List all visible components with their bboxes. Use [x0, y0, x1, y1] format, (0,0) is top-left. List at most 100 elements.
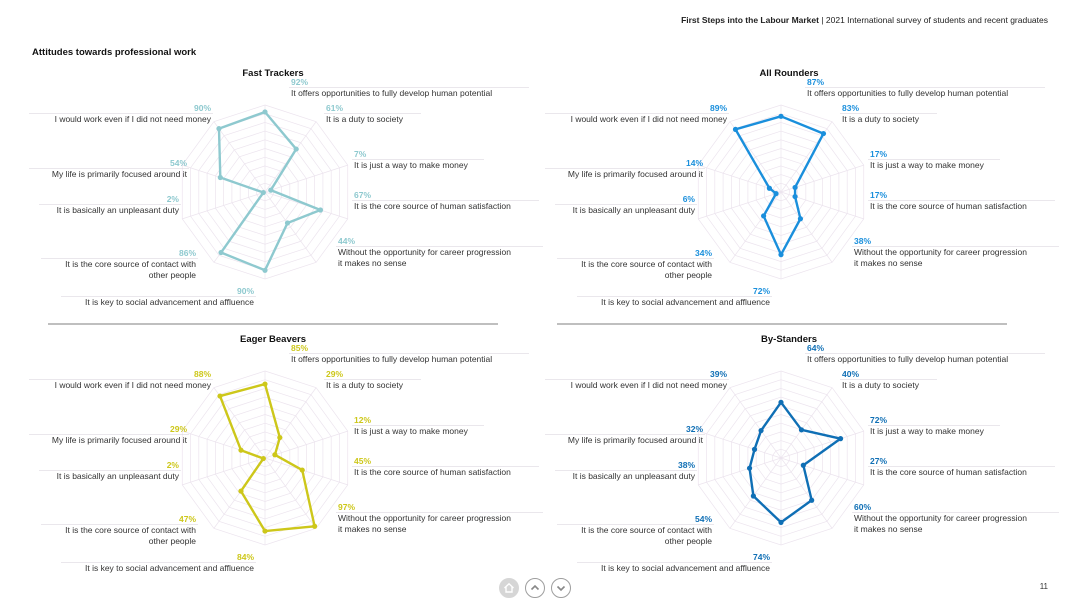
axis-label: it makes no sense — [338, 524, 407, 534]
data-point — [800, 462, 806, 468]
axis-label: It is just a way to make money — [354, 426, 469, 436]
value-label: 34% — [695, 248, 712, 258]
axis-label: It is basically an unpleasant duty — [573, 471, 696, 481]
data-point — [284, 220, 291, 226]
value-label: 61% — [326, 103, 343, 113]
axis-label: It is a duty to society — [842, 114, 920, 124]
grid-spoke — [264, 430, 348, 459]
data-point — [262, 528, 268, 534]
grid-spoke — [729, 457, 782, 529]
value-label: 29% — [326, 369, 343, 379]
axis-label: other people — [149, 270, 197, 280]
value-label: 74% — [753, 552, 770, 562]
value-label: 97% — [338, 502, 355, 512]
previous-page-button[interactable] — [525, 578, 545, 598]
axis-label: It is the core source of contact with — [581, 525, 712, 535]
value-label: 39% — [710, 369, 727, 379]
value-label: 2% — [167, 460, 180, 470]
axis-label: It is basically an unpleasant duty — [573, 205, 696, 215]
grid-spoke — [264, 164, 348, 193]
value-label: 38% — [854, 236, 871, 246]
chart-title: All Rounders — [759, 68, 818, 79]
data-point — [798, 427, 805, 433]
axis-label: Without the opportunity for career progr… — [338, 513, 511, 523]
data-point — [277, 434, 283, 441]
grid-spoke — [729, 387, 782, 459]
grid-spoke — [182, 457, 266, 486]
grid-spoke — [264, 457, 317, 529]
axis-label: It is the core source of human satisfact… — [870, 201, 1027, 211]
value-label: 72% — [753, 286, 770, 296]
axis-label: it makes no sense — [854, 258, 923, 268]
value-label: 87% — [807, 77, 824, 87]
grid-spoke — [264, 457, 348, 486]
next-page-button[interactable] — [551, 578, 571, 598]
data-point — [732, 126, 739, 132]
value-label: 92% — [291, 77, 308, 87]
data-point — [746, 465, 753, 471]
home-button[interactable] — [499, 578, 519, 598]
axis-label: Without the opportunity for career progr… — [338, 247, 511, 257]
chart-title: Fast Trackers — [242, 68, 303, 79]
value-label: 6% — [683, 194, 696, 204]
data-point — [238, 447, 244, 453]
value-label: 14% — [686, 158, 703, 168]
value-label: 27% — [870, 456, 887, 466]
value-label: 54% — [170, 158, 187, 168]
value-label: 60% — [854, 502, 871, 512]
value-label: 29% — [170, 424, 187, 434]
data-point — [837, 436, 844, 442]
data-point — [766, 185, 773, 191]
series-line — [734, 115, 825, 256]
value-label: 17% — [870, 190, 887, 200]
axis-label: It is key to social advancement and affl… — [601, 563, 770, 573]
axis-label: My life is primarily focused around it — [52, 169, 188, 179]
data-point — [317, 207, 324, 213]
report-title: First Steps into the Labour Market — [681, 15, 819, 25]
value-label: 90% — [237, 286, 254, 296]
value-label: 45% — [354, 456, 371, 466]
data-point — [751, 446, 758, 452]
value-label: 12% — [354, 415, 371, 425]
value-label: 40% — [842, 369, 859, 379]
value-label: 38% — [678, 460, 695, 470]
data-point — [778, 399, 784, 405]
data-point — [792, 184, 798, 191]
data-point — [778, 113, 784, 119]
chevron-down-icon — [556, 585, 566, 592]
axis-label: It is the core source of human satisfact… — [354, 201, 511, 211]
axis-label: It is the core source of contact with — [65, 525, 196, 535]
value-label: 88% — [194, 369, 211, 379]
axis-label: It is key to social advancement and affl… — [601, 297, 770, 307]
axis-label: It is key to social advancement and affl… — [85, 297, 254, 307]
chevron-up-icon — [530, 584, 540, 591]
data-point — [217, 174, 223, 181]
value-label: 84% — [237, 552, 254, 562]
axis-label: It is a duty to society — [842, 380, 920, 390]
axis-label: It is the core source of contact with — [581, 259, 712, 269]
page-navigation — [499, 578, 571, 598]
data-point — [778, 519, 784, 525]
axis-label: other people — [149, 536, 197, 546]
data-point — [750, 493, 756, 499]
grid-spoke — [213, 121, 266, 193]
axis-label: It is basically an unpleasant duty — [57, 471, 180, 481]
data-point — [260, 189, 266, 196]
data-point — [238, 488, 244, 494]
axis-label: It is the core source of human satisfact… — [870, 467, 1027, 477]
axis-label: It offers opportunities to fully develop… — [807, 354, 1008, 364]
value-label: 44% — [338, 236, 355, 246]
data-point — [299, 467, 305, 473]
axis-label: It is key to social advancement and affl… — [85, 563, 254, 573]
axis-label: it makes no sense — [338, 258, 407, 268]
value-label: 47% — [179, 514, 196, 524]
report-header: First Steps into the Labour Market | 202… — [681, 15, 1048, 25]
data-point — [797, 216, 804, 222]
grid-spoke — [780, 191, 833, 263]
axis-label: Without the opportunity for career progr… — [854, 513, 1027, 523]
